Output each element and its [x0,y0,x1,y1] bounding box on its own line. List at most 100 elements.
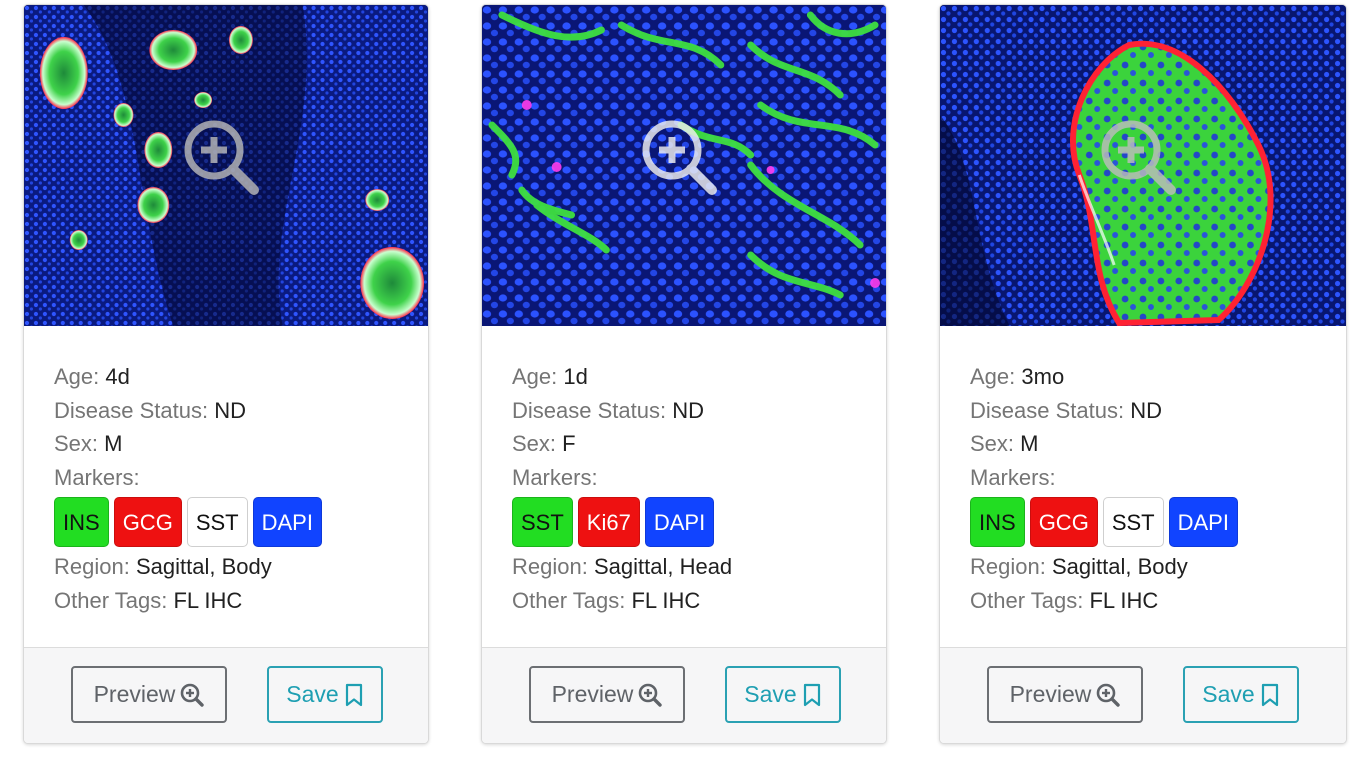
marker-badges: INS GCG SST DAPI [54,497,398,548]
sex-label: Sex: [512,431,557,457]
disease-status-row: Disease Status: ND [512,394,856,428]
region-row: Region: Sagittal, Body [970,550,1316,584]
disease-status-row: Disease Status: ND [54,394,398,428]
marker-badge: SST [186,497,248,548]
markers-row: Markers: [512,461,856,495]
disease-status-label: Disease Status: [512,397,667,423]
marker-badge: GCG [1029,497,1098,548]
save-button[interactable]: Save [725,666,841,723]
preview-button-label: Preview [93,681,176,707]
tissue-image-thumbnail[interactable] [482,5,886,326]
age-label: Age: [54,364,100,389]
marker-badge: INS [54,497,109,548]
save-button-label: Save [744,681,797,707]
age-value: 4d [105,364,130,389]
save-button[interactable]: Save [1183,666,1299,723]
age-label: Age: [970,364,1016,389]
sex-row: Sex: M [970,427,1316,461]
marker-badge: DAPI [1168,497,1238,548]
bookmark-icon [803,683,820,706]
marker-badges: INS GCG SST DAPI [970,497,1316,548]
marker-badge: SST [512,497,573,548]
age-row: Age: 1d [512,360,856,394]
other-tags-row: Other Tags: FL IHC [512,584,856,618]
tissue-image-thumbnail[interactable] [940,5,1346,326]
tissue-image-thumbnail[interactable] [24,5,428,326]
disease-status-row: Disease Status: ND [970,394,1316,428]
disease-status-value: ND [214,397,246,423]
sex-value: M [1020,431,1039,457]
markers-row: Markers: [54,461,398,495]
card-footer: Preview Save [24,647,428,743]
markers-row: Markers: [970,461,1316,495]
age-value: 3mo [1021,364,1065,389]
other-tags-value: FL IHC [173,587,243,613]
magnifier-plus-icon [639,683,663,707]
sex-label: Sex: [54,431,99,457]
region-value: Sagittal, Body [135,554,272,580]
sex-value: M [104,431,123,457]
preview-button[interactable]: Preview [987,666,1143,723]
disease-status-label: Disease Status: [54,397,209,423]
sex-label: Sex: [970,431,1015,457]
other-tags-row: Other Tags: FL IHC [54,584,398,618]
sex-row: Sex: M [54,427,398,461]
disease-status-value: ND [672,397,704,423]
other-tags-label: Other Tags: [970,587,1084,613]
marker-badge: GCG [113,497,182,548]
other-tags-label: Other Tags: [54,587,168,613]
zoom-in-icon[interactable] [638,116,722,200]
save-button-label: Save [286,681,339,707]
age-value: 1d [563,364,588,389]
magnifier-plus-icon [181,683,205,707]
preview-button[interactable]: Preview [529,666,685,723]
save-button-label: Save [1202,681,1255,707]
age-row: Age: 3mo [970,360,1316,394]
preview-button[interactable]: Preview [71,666,227,723]
magnifier-plus-icon [1097,683,1121,707]
image-card: Age: 1d Disease Status: ND Sex: F Marker… [481,4,887,744]
marker-badge: DAPI [252,497,322,548]
bookmark-icon [345,683,362,706]
sex-value: F [562,431,576,457]
markers-label: Markers: [54,464,140,490]
tissue-image [940,5,1346,326]
disease-status-value: ND [1130,397,1162,423]
region-label: Region: [54,554,130,580]
region-label: Region: [512,554,588,580]
region-value: Sagittal, Body [1051,554,1188,580]
other-tags-label: Other Tags: [512,587,626,613]
age-label: Age: [512,364,558,389]
image-card: Age: 3mo Disease Status: ND Sex: M Marke… [939,4,1347,744]
preview-button-label: Preview [551,681,634,707]
sex-row: Sex: F [512,427,856,461]
marker-badge: INS [970,497,1025,548]
image-card: Age: 4d Disease Status: ND Sex: M Marker… [23,4,429,744]
bookmark-icon [1261,683,1278,706]
zoom-in-icon[interactable] [1097,116,1181,200]
region-label: Region: [970,554,1046,580]
other-tags-value: FL IHC [1089,587,1159,613]
card-footer: Preview Save [482,647,886,743]
card-details: Age: 1d Disease Status: ND Sex: F Marker… [482,326,886,618]
markers-label: Markers: [512,464,598,490]
age-row: Age: 4d [54,360,398,394]
region-row: Region: Sagittal, Head [512,550,856,584]
marker-badges: SST Ki67 DAPI [512,497,856,548]
disease-status-label: Disease Status: [970,397,1125,423]
other-tags-value: FL IHC [631,587,701,613]
card-details: Age: 4d Disease Status: ND Sex: M Marker… [24,326,428,618]
card-details: Age: 3mo Disease Status: ND Sex: M Marke… [940,326,1346,618]
marker-badge: Ki67 [577,497,640,548]
marker-badge: DAPI [644,497,715,548]
region-row: Region: Sagittal, Body [54,550,398,584]
markers-label: Markers: [970,464,1056,490]
region-value: Sagittal, Head [593,554,733,580]
zoom-in-icon[interactable] [180,116,264,200]
card-footer: Preview Save [940,647,1346,743]
marker-badge: SST [1102,497,1164,548]
other-tags-row: Other Tags: FL IHC [970,584,1316,618]
save-button[interactable]: Save [267,666,383,723]
preview-button-label: Preview [1009,681,1092,707]
